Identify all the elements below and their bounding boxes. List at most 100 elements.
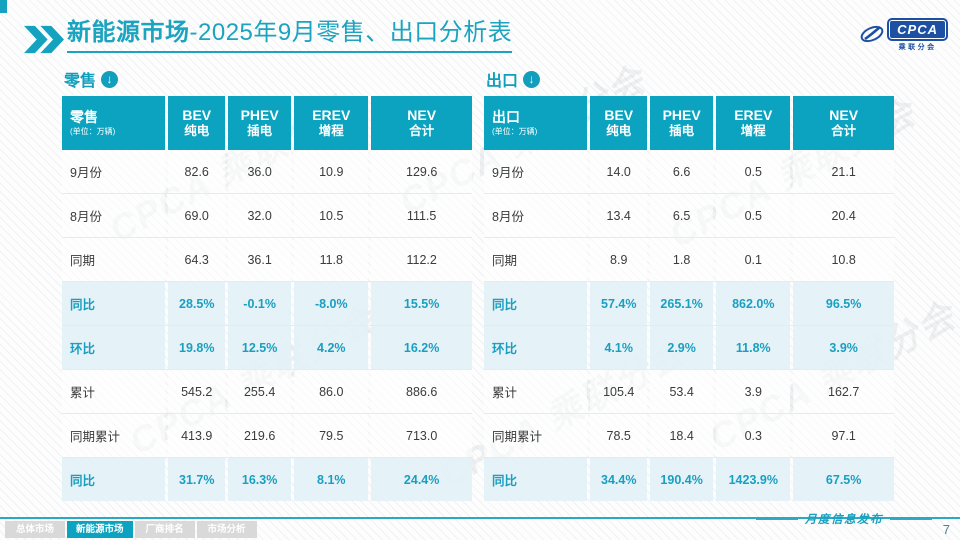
- value-cell: 1.8: [649, 238, 714, 281]
- footer-tab[interactable]: 新能源市场: [67, 521, 133, 538]
- value-cell: 713.0: [371, 414, 472, 457]
- value-cell: 8.9: [590, 238, 647, 281]
- corner-accent: [0, 0, 7, 13]
- table-row: 同期 8.9 1.8 0.1 10.8: [484, 237, 894, 281]
- footer-tab[interactable]: 总体市场: [5, 521, 65, 538]
- value-cell: 3.9: [716, 370, 791, 413]
- signature-line-left: [756, 518, 798, 520]
- value-cell: 0.5: [716, 150, 791, 193]
- value-cell: 79.5: [294, 414, 369, 457]
- value-cell: 10.5: [294, 194, 369, 237]
- row-label: 累计: [62, 370, 166, 413]
- value-cell: 97.1: [793, 414, 894, 457]
- footer-tab[interactable]: 市场分析: [196, 521, 257, 538]
- page-number: 7: [942, 522, 950, 537]
- table-row: 环比 4.1% 2.9% 11.8% 3.9%: [484, 325, 894, 369]
- value-cell: 886.6: [371, 370, 472, 413]
- value-cell: 31.7%: [168, 458, 225, 501]
- column-header: EREV 增程: [716, 96, 791, 150]
- table-head: 出口 (单位：万辆) BEV 纯电 PHEV 插电 EREV 增程 NEV 合计: [484, 96, 894, 150]
- footer-tab[interactable]: 厂商排名: [134, 521, 195, 538]
- value-cell: 10.8: [793, 238, 894, 281]
- value-cell: 413.9: [168, 414, 225, 457]
- value-cell: 20.4: [793, 194, 894, 237]
- row-label: 同比: [484, 458, 588, 501]
- row-label: 同期: [62, 238, 166, 281]
- column-header: PHEV 插电: [227, 96, 292, 150]
- table-row: 同期累计 78.5 18.4 0.3 97.1: [484, 413, 894, 457]
- swoosh-icon: [859, 21, 885, 52]
- value-cell: 3.9%: [793, 326, 894, 369]
- value-cell: 10.9: [294, 150, 369, 193]
- value-cell: 53.4: [649, 370, 714, 413]
- row-label: 同比: [62, 458, 166, 501]
- page-title: 新能源市场-2025年9月零售、出口分析表: [67, 19, 513, 53]
- table-row: 8月份 13.4 6.5 0.5 20.4: [484, 193, 894, 237]
- value-cell: 32.0: [227, 194, 292, 237]
- column-header: EREV 增程: [294, 96, 369, 150]
- value-cell: 265.1%: [649, 282, 714, 325]
- value-cell: 0.1: [716, 238, 791, 281]
- table-corner-cell: 出口 (单位：万辆): [484, 96, 588, 150]
- table-row: 同期累计 413.9 219.6 79.5 713.0: [62, 413, 472, 457]
- table-unit-note: (单位：万辆): [492, 127, 538, 137]
- down-arrow-icon: ↓: [523, 70, 541, 88]
- value-cell: 24.4%: [371, 458, 472, 501]
- row-label: 累计: [484, 370, 588, 413]
- table-row: 环比 19.8% 12.5% 4.2% 16.2%: [62, 325, 472, 369]
- table-row: 同期 64.3 36.1 11.8 112.2: [62, 237, 472, 281]
- column-header: BEV 纯电: [590, 96, 647, 150]
- title-emphasis: 新能源市场: [67, 19, 190, 46]
- export-table-section: 出口 ↓ 出口 (单位：万辆) BEV 纯电 PHEV 插电 EREV 增程 NEV 合计 9…: [484, 68, 894, 501]
- row-label: 8月份: [484, 194, 588, 237]
- value-cell: 190.4%: [649, 458, 714, 501]
- export-section-header: 出口 ↓: [486, 68, 894, 90]
- value-cell: 96.5%: [793, 282, 894, 325]
- signature-text: 月度信息发布: [805, 512, 883, 526]
- section-title: 零售: [64, 73, 97, 90]
- value-cell: 67.5%: [793, 458, 894, 501]
- value-cell: 112.2: [371, 238, 472, 281]
- value-cell: 28.5%: [168, 282, 225, 325]
- value-cell: 21.1: [793, 150, 894, 193]
- table-row: 8月份 69.0 32.0 10.5 111.5: [62, 193, 472, 237]
- value-cell: 12.5%: [227, 326, 292, 369]
- value-cell: 19.8%: [168, 326, 225, 369]
- value-cell: 105.4: [590, 370, 647, 413]
- value-cell: 86.0: [294, 370, 369, 413]
- value-cell: 16.3%: [227, 458, 292, 501]
- row-label: 同期累计: [484, 414, 588, 457]
- table-row: 同比 31.7% 16.3% 8.1% 24.4%: [62, 457, 472, 501]
- logo-subtitle: 乘联分会: [898, 44, 937, 51]
- logo-text: CPCA: [889, 20, 946, 39]
- value-cell: 57.4%: [590, 282, 647, 325]
- value-cell: 545.2: [168, 370, 225, 413]
- value-cell: 15.5%: [371, 282, 472, 325]
- signature-line-right: [890, 518, 932, 520]
- retail-table-section: 零售 ↓ 零售 (单位：万辆) BEV 纯电 PHEV 插电 EREV 增程 NEV 合计 9…: [62, 68, 472, 501]
- cpca-logo: CPCA 乘联分会: [859, 20, 946, 52]
- row-label: 环比: [62, 326, 166, 369]
- value-cell: 16.2%: [371, 326, 472, 369]
- table-row: 同比 28.5% -0.1% -8.0% 15.5%: [62, 281, 472, 325]
- row-label: 同比: [62, 282, 166, 325]
- value-cell: 18.4: [649, 414, 714, 457]
- table-corner-cell: 零售 (单位：万辆): [62, 96, 166, 150]
- column-header: BEV 纯电: [168, 96, 225, 150]
- value-cell: 1423.9%: [716, 458, 791, 501]
- value-cell: 255.4: [227, 370, 292, 413]
- value-cell: -8.0%: [294, 282, 369, 325]
- value-cell: 0.5: [716, 194, 791, 237]
- value-cell: 82.6: [168, 150, 225, 193]
- value-cell: 862.0%: [716, 282, 791, 325]
- tables-area: 零售 ↓ 零售 (单位：万辆) BEV 纯电 PHEV 插电 EREV 增程 NEV 合计 9…: [62, 68, 894, 501]
- double-chevron-icon: [24, 25, 64, 59]
- table-head: 零售 (单位：万辆) BEV 纯电 PHEV 插电 EREV 增程 NEV 合计: [62, 96, 472, 150]
- table-corner-name: 出口: [492, 109, 520, 126]
- row-label: 同期累计: [62, 414, 166, 457]
- table-row: 9月份 14.0 6.6 0.5 21.1: [484, 150, 894, 193]
- value-cell: 0.3: [716, 414, 791, 457]
- value-cell: 11.8%: [716, 326, 791, 369]
- value-cell: 36.0: [227, 150, 292, 193]
